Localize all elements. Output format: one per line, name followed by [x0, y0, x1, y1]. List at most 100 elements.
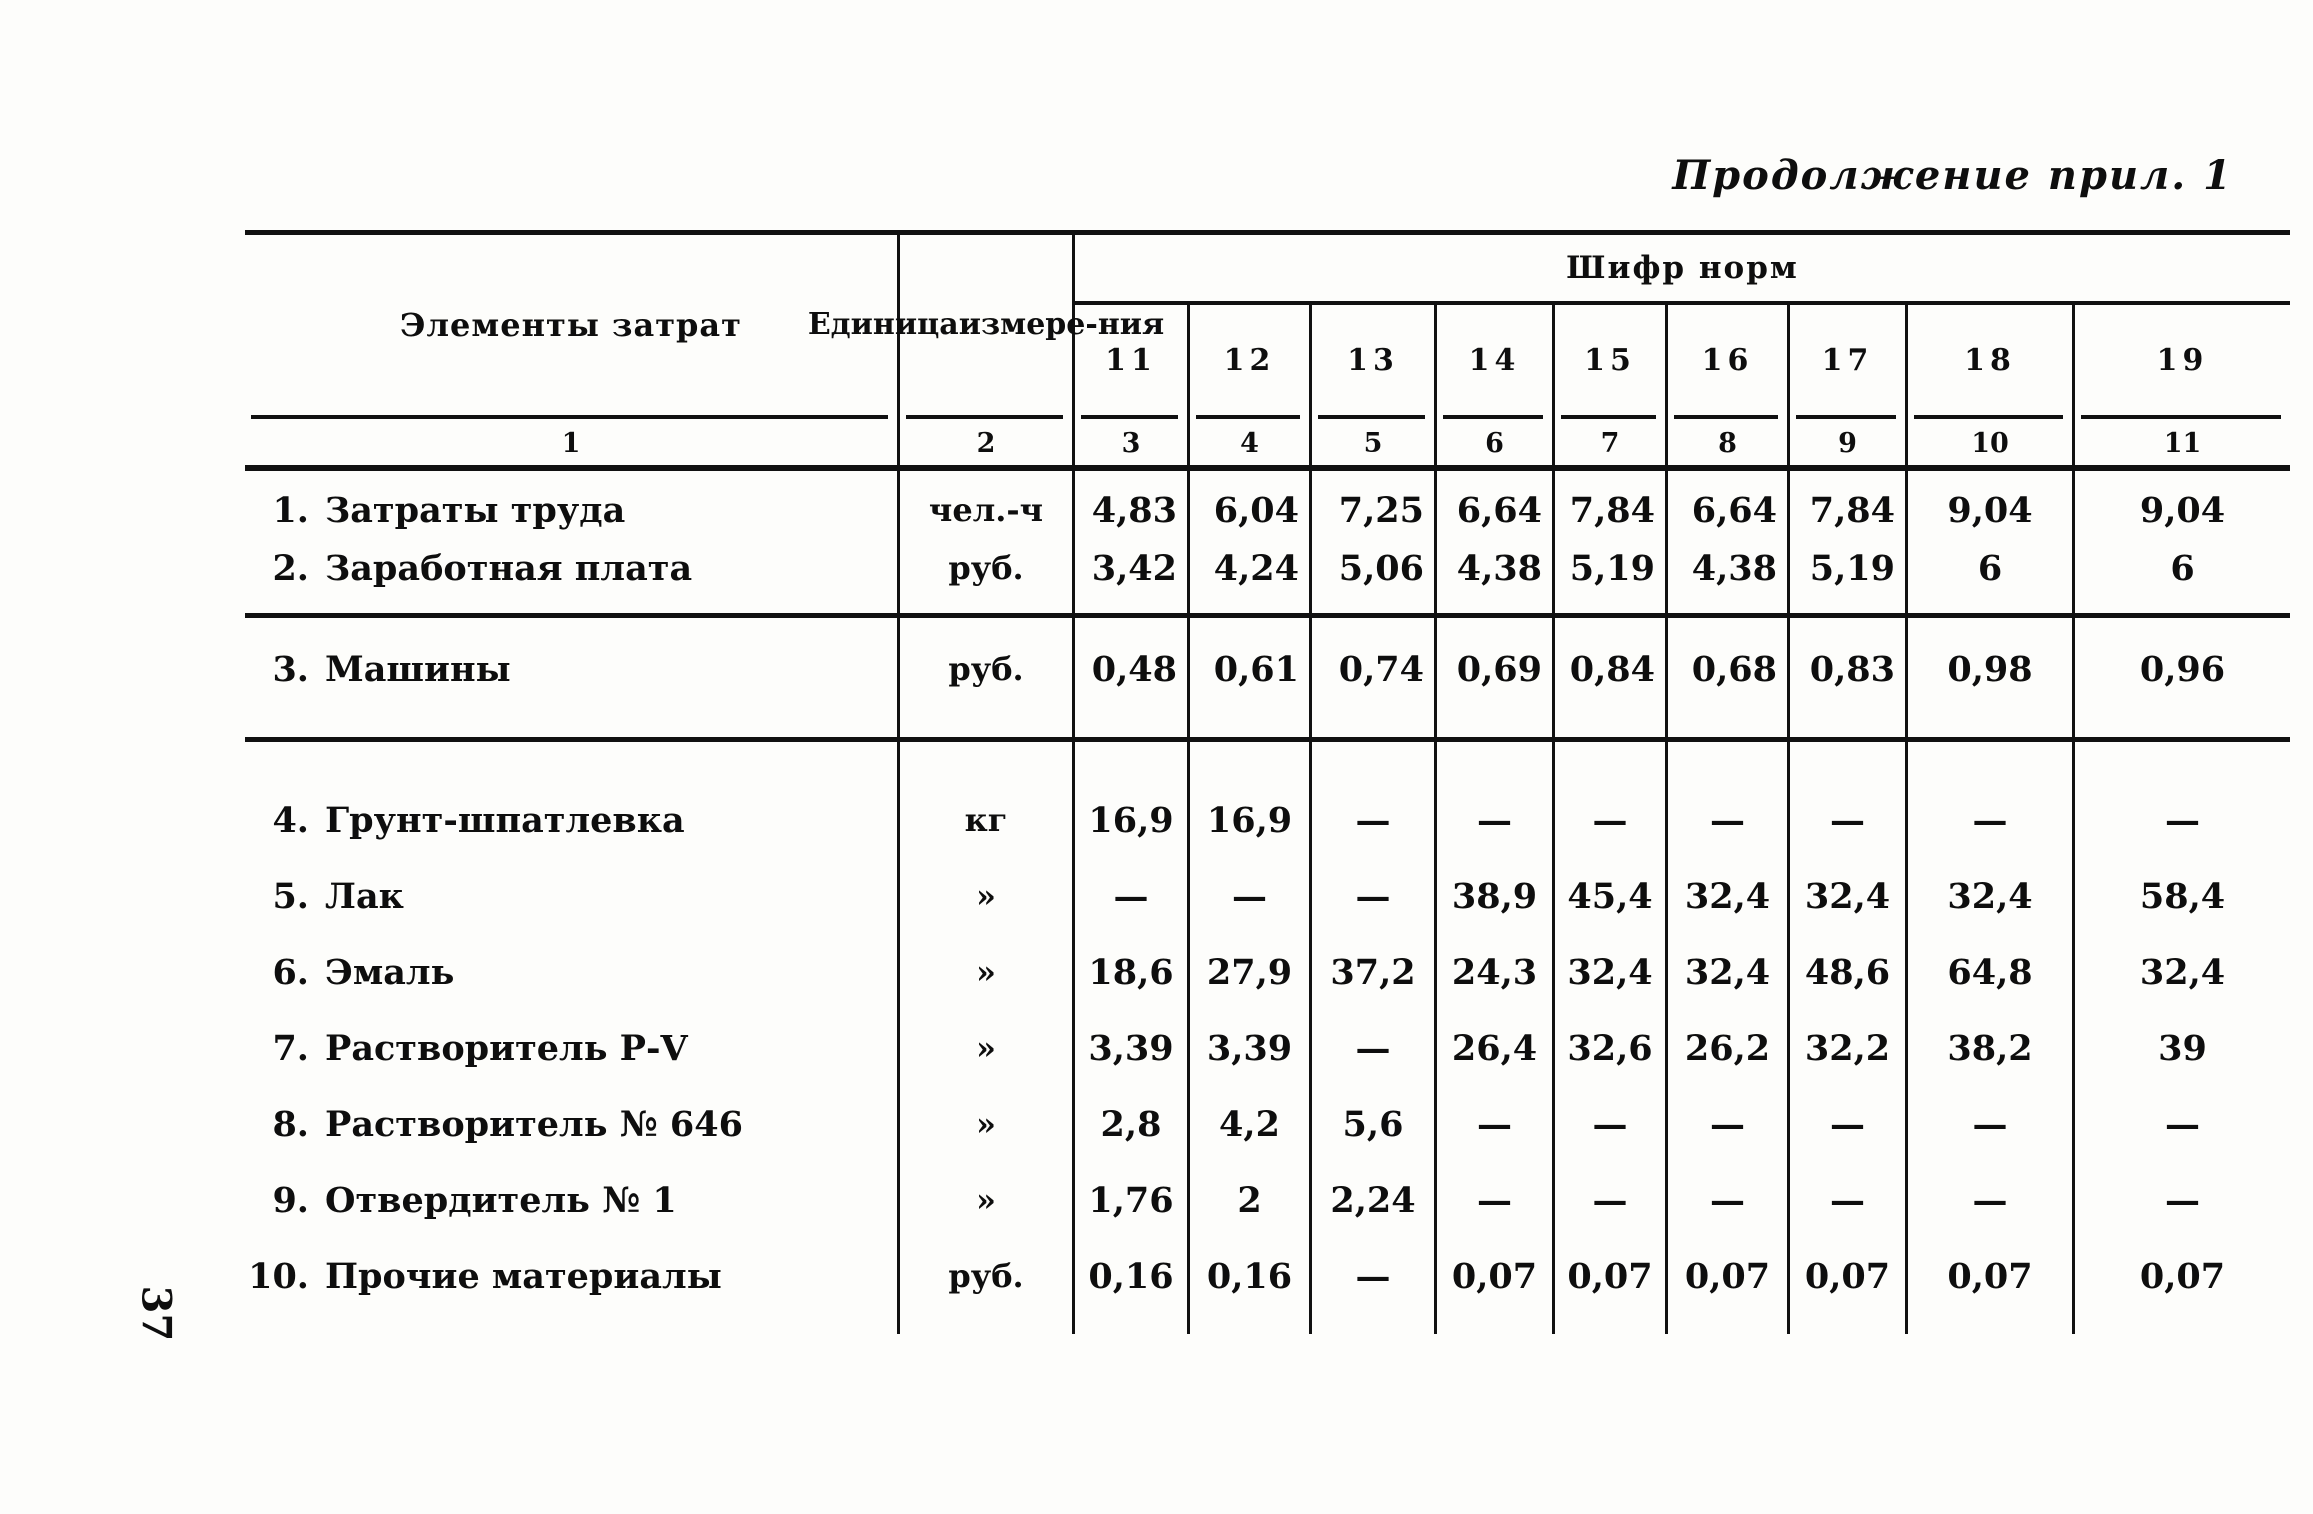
data-column: 9,04 6	[2075, 471, 2290, 613]
data-column: — — 37,2 — 5,6 2,24 —	[1312, 742, 1437, 1334]
cell-value: 6	[1977, 547, 2003, 589]
group-separator-rule	[245, 613, 2290, 618]
row-label: 2. Заработная плата	[245, 539, 897, 597]
page-number: 37	[132, 1285, 180, 1342]
column-numbering-row: 1 2 3 4 5 6 7 8 9 10 11	[245, 415, 2290, 465]
data-column: 0,83	[1790, 618, 1908, 737]
cell-value: —	[1477, 1179, 1512, 1221]
cell-value: —	[1113, 875, 1149, 917]
row-label: 3. Машины	[245, 640, 897, 698]
cell-value: 3,39	[1206, 1027, 1293, 1069]
appendix-continuation-title: Продолжение прил. 1	[1672, 152, 2233, 199]
cell-value: 0,48	[1091, 648, 1177, 690]
cell-value: 27,9	[1206, 951, 1293, 993]
cell-value: —	[1710, 1179, 1745, 1221]
cell-value: 9,04	[2139, 489, 2226, 531]
norm-code-header: 18	[1908, 305, 2075, 415]
row-number: 3.	[272, 648, 309, 690]
cell-value: 4,83	[1091, 489, 1177, 531]
cell-value: 6,64	[1456, 489, 1542, 531]
cell-value: 0,07	[1684, 1255, 1771, 1297]
table-header: Элементы затрат Единица измере-ния Шифр н…	[245, 235, 2290, 415]
column-number: 4	[1190, 415, 1312, 465]
cell-value: 58,4	[2139, 875, 2226, 917]
norm-code-header: 14	[1437, 305, 1555, 415]
unit-value: »	[976, 877, 996, 915]
data-column: 0,69	[1437, 618, 1555, 737]
cell-value: —	[1710, 799, 1745, 841]
cell-value: —	[1972, 1103, 2008, 1145]
data-column: 0,96	[2075, 618, 2290, 737]
norm-code-header: 11	[1075, 305, 1190, 415]
row-number: 2.	[272, 547, 309, 589]
row-number: 9.	[272, 1179, 309, 1221]
norm-code-header: 19	[2156, 342, 2209, 378]
row-label-text: Заработная плата	[325, 547, 693, 589]
column-number: 5	[1312, 415, 1437, 465]
cell-value: —	[2165, 1103, 2200, 1145]
data-column: 6,04 4,24	[1190, 471, 1312, 613]
row-label-text: Грунт-шпатлевка	[325, 799, 685, 841]
data-column: 6,64 4,38	[1668, 471, 1790, 613]
data-column: 0,68	[1668, 618, 1790, 737]
data-column: — 32,4 32,4 26,2 — — 0,07	[1668, 742, 1790, 1334]
unit-value: руб.	[948, 549, 1024, 587]
data-column: 0,48	[1075, 618, 1190, 737]
data-column: 6,64 4,38	[1437, 471, 1555, 613]
cell-value: 37,2	[1330, 951, 1416, 993]
table-top-rule	[245, 230, 2290, 235]
cell-value: 0,69	[1456, 648, 1542, 690]
row-label: 6. Эмаль	[245, 934, 897, 1010]
data-column: 7,84 5,19	[1790, 471, 1908, 613]
cost-elements-table: Элементы затрат Единица измере-ния Шифр н…	[245, 230, 2290, 1334]
column-number: 9	[1790, 415, 1908, 465]
cell-value: —	[1830, 1179, 1865, 1221]
label-column: 4. Грунт-шпатлевка 5. Лак 6. Эмаль 7. Растворит…	[245, 742, 900, 1334]
row-label: 10. Прочие материалы	[245, 1238, 897, 1314]
norm-codes-row: 11 12 13 14 15 16 17 18 19	[1075, 305, 2290, 415]
cell-value: —	[1592, 799, 1628, 841]
group-separator-rule	[245, 737, 2290, 742]
row-label-text: Машины	[325, 648, 511, 690]
unit-header-line: Единица	[807, 307, 959, 342]
column-number: 10	[1908, 415, 2075, 465]
row-label-text: Растворитель № 646	[325, 1103, 743, 1145]
column-number: 8	[1668, 415, 1790, 465]
cell-value: 64,8	[1947, 951, 2033, 993]
row-unit: »	[900, 858, 1072, 934]
cell-value: 5,06	[1338, 547, 1424, 589]
row-unit: »	[900, 1010, 1072, 1086]
norm-code-header: 16	[1668, 305, 1790, 415]
cell-value: 32,4	[1684, 875, 1771, 917]
cell-value: 32,4	[2139, 951, 2226, 993]
row-label: 9. Отвердитель № 1	[245, 1162, 897, 1238]
cell-value: 0,68	[1691, 648, 1777, 690]
cell-value: 1,76	[1088, 1179, 1174, 1221]
cell-value: 4,38	[1691, 547, 1777, 589]
row-unit: »	[900, 1086, 1072, 1162]
column-number: 2	[900, 415, 1075, 465]
cell-value: —	[2165, 799, 2200, 841]
norm-code-header: 13	[1312, 305, 1437, 415]
column-header-unit: Единица измере-ния	[808, 235, 1164, 415]
data-column: — 32,4 64,8 38,2 — — 0,07	[1908, 742, 2075, 1334]
norm-codes-group-title: Шифр норм	[1075, 235, 2290, 305]
cell-value: —	[1355, 799, 1391, 841]
header-bottom-rule	[245, 465, 2290, 471]
cell-value: 0,16	[1088, 1255, 1174, 1297]
row-label: 1. Затраты труда	[245, 481, 897, 539]
row-label-text: Отвердитель № 1	[325, 1179, 677, 1221]
cell-value: 48,6	[1804, 951, 1891, 993]
cell-value: 7,84	[1809, 489, 1895, 531]
unit-header-line: измере-	[958, 307, 1098, 342]
unit-value: »	[976, 1181, 996, 1219]
cell-value: 6,64	[1691, 489, 1777, 531]
cell-value: 6	[2170, 547, 2195, 589]
cell-value: —	[1232, 875, 1267, 917]
data-column: 16,9 — 18,6 3,39 2,8 1,76 0,16	[1075, 742, 1190, 1334]
row-label: 8. Растворитель № 646	[245, 1086, 897, 1162]
cell-value: 32,4	[1947, 875, 2033, 917]
data-column: 7,84 5,19	[1555, 471, 1668, 613]
data-column: 0,98	[1908, 618, 2075, 737]
